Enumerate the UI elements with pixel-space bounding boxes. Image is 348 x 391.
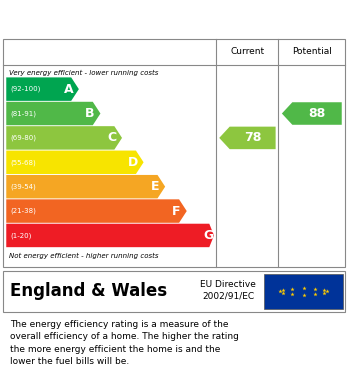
Text: C: C [107,131,116,144]
Text: England & Wales: England & Wales [10,282,168,301]
Polygon shape [219,127,276,149]
Polygon shape [6,224,214,247]
Text: 88: 88 [308,107,326,120]
Text: Potential: Potential [292,47,332,56]
Text: Energy Efficiency Rating: Energy Efficiency Rating [10,12,220,27]
Polygon shape [6,151,144,174]
Polygon shape [282,102,342,125]
Polygon shape [6,102,101,125]
Text: Current: Current [230,47,264,56]
Polygon shape [6,175,165,198]
Polygon shape [6,199,187,223]
Text: B: B [85,107,95,120]
Text: A: A [64,83,73,96]
Text: (55-68): (55-68) [10,159,36,165]
Text: G: G [204,229,214,242]
Text: D: D [128,156,138,169]
Text: EU Directive
2002/91/EC: EU Directive 2002/91/EC [200,280,256,301]
Text: 78: 78 [244,131,261,144]
Text: E: E [150,180,159,193]
Polygon shape [6,126,122,150]
Text: (92-100): (92-100) [10,86,41,92]
Text: Very energy efficient - lower running costs: Very energy efficient - lower running co… [9,70,158,76]
Bar [264,274,343,308]
Text: (81-91): (81-91) [10,110,37,117]
Polygon shape [6,77,79,101]
Text: (69-80): (69-80) [10,135,37,141]
Text: The energy efficiency rating is a measure of the
overall efficiency of a home. T: The energy efficiency rating is a measur… [10,320,239,366]
Text: (21-38): (21-38) [10,208,36,214]
Text: (1-20): (1-20) [10,232,32,239]
Text: (39-54): (39-54) [10,183,36,190]
Text: Not energy efficient - higher running costs: Not energy efficient - higher running co… [9,253,158,259]
Text: F: F [172,204,181,217]
